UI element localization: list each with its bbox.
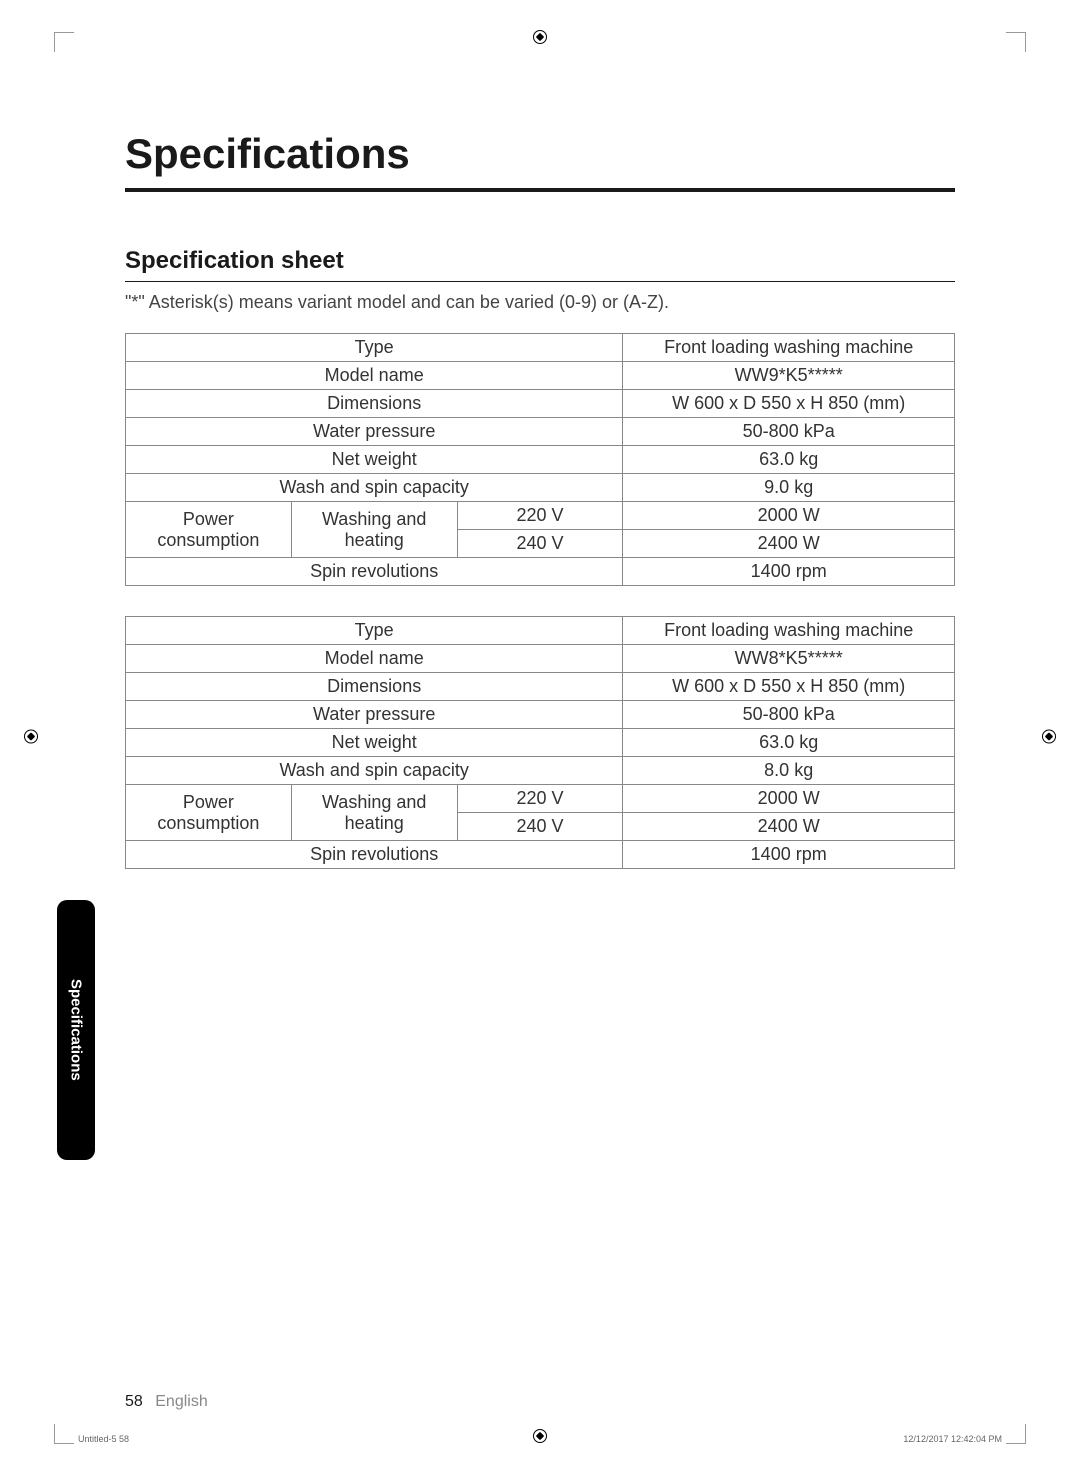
- cell-label: 240 V: [457, 813, 623, 841]
- cell-label: Washing and heating: [291, 785, 457, 841]
- cell-value: 63.0 kg: [623, 729, 955, 757]
- cell-label: Power consumption: [126, 502, 292, 558]
- cell-label: Net weight: [126, 729, 623, 757]
- cell-label: Washing and heating: [291, 502, 457, 558]
- table-row: Dimensions W 600 x D 550 x H 850 (mm): [126, 673, 955, 701]
- cell-label: Model name: [126, 645, 623, 673]
- cell-value: W 600 x D 550 x H 850 (mm): [623, 390, 955, 418]
- cell-label: Wash and spin capacity: [126, 757, 623, 785]
- cell-label: Net weight: [126, 446, 623, 474]
- cell-value: 1400 rpm: [623, 558, 955, 586]
- table-row: Water pressure 50-800 kPa: [126, 418, 955, 446]
- cell-value: 1400 rpm: [623, 841, 955, 869]
- cell-label: Wash and spin capacity: [126, 474, 623, 502]
- cell-label: Type: [126, 617, 623, 645]
- footer-filename: Untitled-5 58: [78, 1434, 129, 1444]
- cell-label: Type: [126, 334, 623, 362]
- cell-label: 220 V: [457, 502, 623, 530]
- table-row: Type Front loading washing machine: [126, 617, 955, 645]
- table-row: Spin revolutions 1400 rpm: [126, 558, 955, 586]
- cell-label: Spin revolutions: [126, 841, 623, 869]
- crop-corner-tl: [54, 32, 74, 52]
- table-row: Power consumption Washing and heating 22…: [126, 785, 955, 813]
- registration-mark-right: [1042, 728, 1056, 749]
- cell-value: 2400 W: [623, 813, 955, 841]
- page-number: 58: [125, 1393, 143, 1410]
- cell-value: W 600 x D 550 x H 850 (mm): [623, 673, 955, 701]
- cell-value: 50-800 kPa: [623, 701, 955, 729]
- cell-label: Spin revolutions: [126, 558, 623, 586]
- cell-value: WW9*K5*****: [623, 362, 955, 390]
- page-footer: 58 English: [125, 1393, 208, 1411]
- spec-table-1: Type Front loading washing machine Model…: [125, 333, 955, 586]
- main-title: Specifications: [125, 130, 955, 192]
- cell-label: 220 V: [457, 785, 623, 813]
- registration-mark-top: [533, 28, 547, 49]
- cell-value: Front loading washing machine: [623, 334, 955, 362]
- cell-value: 2400 W: [623, 530, 955, 558]
- crop-corner-tr: [1006, 32, 1026, 52]
- cell-value: 2000 W: [623, 502, 955, 530]
- table-row: Water pressure 50-800 kPa: [126, 701, 955, 729]
- cell-label: Power consumption: [126, 785, 292, 841]
- registration-mark-left: [24, 728, 38, 749]
- side-tab: Specifications: [57, 900, 95, 1160]
- spec-table-2: Type Front loading washing machine Model…: [125, 616, 955, 869]
- table-row: Wash and spin capacity 9.0 kg: [126, 474, 955, 502]
- cell-value: Front loading washing machine: [623, 617, 955, 645]
- cell-label: Dimensions: [126, 673, 623, 701]
- cell-label: Water pressure: [126, 418, 623, 446]
- crop-corner-bl: [54, 1424, 74, 1444]
- table-row: Wash and spin capacity 8.0 kg: [126, 757, 955, 785]
- footer-timestamp: 12/12/2017 12:42:04 PM: [903, 1434, 1002, 1444]
- cell-value: 9.0 kg: [623, 474, 955, 502]
- cell-label: 240 V: [457, 530, 623, 558]
- table-row: Model name WW8*K5*****: [126, 645, 955, 673]
- table-row: Net weight 63.0 kg: [126, 446, 955, 474]
- table-row: Model name WW9*K5*****: [126, 362, 955, 390]
- table-row: Power consumption Washing and heating 22…: [126, 502, 955, 530]
- side-tab-label: Specifications: [68, 979, 85, 1081]
- cell-value: WW8*K5*****: [623, 645, 955, 673]
- crop-corner-br: [1006, 1424, 1026, 1444]
- registration-mark-bottom: [533, 1427, 547, 1448]
- cell-value: 2000 W: [623, 785, 955, 813]
- cell-value: 8.0 kg: [623, 757, 955, 785]
- cell-value: 50-800 kPa: [623, 418, 955, 446]
- cell-value: 63.0 kg: [623, 446, 955, 474]
- page-language: English: [155, 1393, 207, 1410]
- table-row: Spin revolutions 1400 rpm: [126, 841, 955, 869]
- cell-label: Water pressure: [126, 701, 623, 729]
- cell-label: Model name: [126, 362, 623, 390]
- table-row: Dimensions W 600 x D 550 x H 850 (mm): [126, 390, 955, 418]
- section-title: Specification sheet: [125, 247, 955, 282]
- table-row: Net weight 63.0 kg: [126, 729, 955, 757]
- asterisk-note: "*" Asterisk(s) means variant model and …: [125, 292, 955, 313]
- cell-label: Dimensions: [126, 390, 623, 418]
- page-content: Specifications Specification sheet "*" A…: [125, 130, 955, 899]
- table-row: Type Front loading washing machine: [126, 334, 955, 362]
